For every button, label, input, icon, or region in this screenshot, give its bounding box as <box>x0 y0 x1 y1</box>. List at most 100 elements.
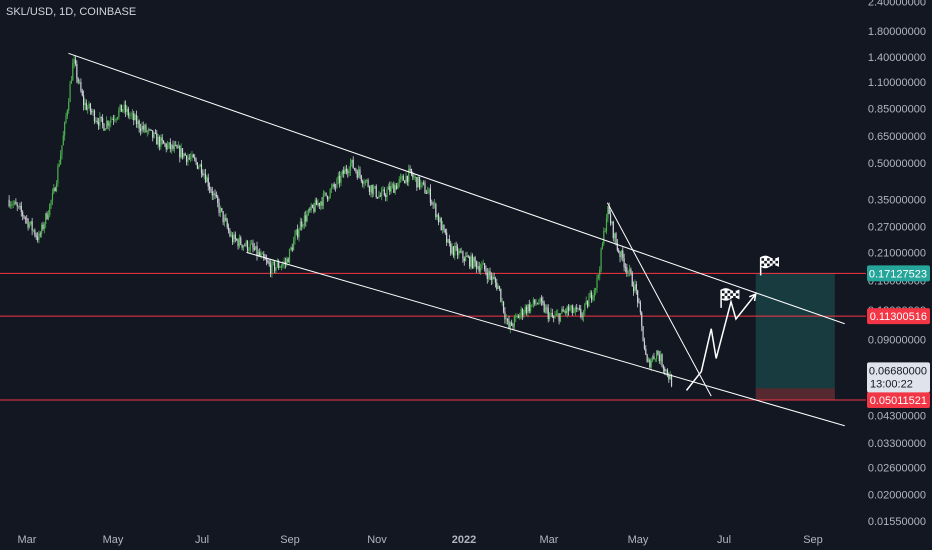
candle-body <box>207 177 209 187</box>
candle-body <box>329 189 331 198</box>
candle-body <box>118 110 120 118</box>
candle-body <box>314 200 316 212</box>
candle-body <box>233 234 235 243</box>
projection-path <box>685 293 757 391</box>
candle-body <box>660 354 662 362</box>
candle-body <box>649 359 651 368</box>
candle-body <box>208 186 211 189</box>
candle-body <box>187 157 189 163</box>
candle-body <box>294 234 296 241</box>
candle-body <box>344 168 346 174</box>
candle-body <box>256 246 258 256</box>
candle-body <box>295 229 297 235</box>
candle-body <box>616 243 618 251</box>
candle-body <box>302 225 304 227</box>
candle-body <box>479 268 482 272</box>
candle-body <box>428 188 430 192</box>
candle-body <box>605 218 608 232</box>
candle-body <box>45 213 47 225</box>
candle-body <box>168 142 170 145</box>
candle-body <box>130 114 132 116</box>
candle-body <box>303 215 306 226</box>
candle-body <box>171 144 173 149</box>
candle-body <box>370 185 372 192</box>
candle-body <box>19 206 21 207</box>
candle-body <box>661 354 663 367</box>
candle-body <box>494 278 497 283</box>
candle-body <box>544 307 547 312</box>
candle-body <box>666 369 669 376</box>
candle-body <box>175 145 177 147</box>
candle-body <box>282 263 284 267</box>
candle-body <box>542 300 544 304</box>
flag-icon <box>759 255 779 276</box>
candle-body <box>263 253 265 258</box>
x-axis-tick-label: Nov <box>367 534 387 546</box>
flag-check <box>772 258 776 261</box>
candle-body <box>191 154 193 158</box>
candle-body <box>26 218 28 220</box>
candle-body <box>219 208 222 213</box>
flag-check <box>764 260 767 264</box>
candle-body <box>618 250 620 253</box>
candle-body <box>540 298 543 301</box>
candle-body <box>508 320 510 329</box>
candle-body <box>432 203 434 205</box>
candle-body <box>656 350 658 359</box>
candle-body <box>379 195 381 197</box>
candle-body <box>127 108 129 116</box>
candle-body <box>69 83 71 102</box>
candle-body <box>585 300 587 304</box>
candle-body <box>91 111 93 113</box>
candle-body <box>226 220 228 228</box>
candle-body <box>573 311 575 313</box>
price-tag-bg <box>867 391 930 408</box>
x-axis: Mar May Jul Sep Nov 2022 Mar May Jul Sep <box>18 534 823 546</box>
candle-body <box>459 251 461 253</box>
candle-body <box>454 246 456 256</box>
candle-body <box>24 217 26 219</box>
candle-body <box>637 290 639 303</box>
candle-body <box>46 213 48 220</box>
candle-body <box>103 123 105 131</box>
candle-body <box>169 142 171 149</box>
y-axis-tick-label: 0.35000000 <box>868 195 926 207</box>
candle-body <box>275 267 277 271</box>
candle-body <box>604 231 606 232</box>
candle-body <box>28 224 31 228</box>
flag-check <box>724 293 728 296</box>
candle-body <box>311 205 314 208</box>
candle-body <box>543 303 545 312</box>
candle-body <box>43 224 45 230</box>
candle-body <box>297 229 299 238</box>
candle-body <box>265 259 268 261</box>
candle-body <box>439 218 441 223</box>
candle-body <box>211 191 213 196</box>
x-axis-tick-label: Jul <box>195 534 209 546</box>
price-tag-label: 0.05011521 <box>870 395 927 407</box>
candle-body <box>405 175 407 184</box>
candle-body <box>375 186 377 198</box>
candle-body <box>561 309 563 314</box>
candle-body <box>210 188 212 192</box>
candle-body <box>550 312 552 314</box>
candle-body <box>152 130 154 138</box>
candle-body <box>580 309 582 316</box>
flag-check <box>775 260 779 264</box>
position-loss-zone <box>755 388 835 400</box>
candle-body <box>420 183 422 188</box>
candle-body <box>504 311 506 320</box>
candle-body <box>351 159 353 163</box>
candle-body <box>665 369 667 372</box>
candle-body <box>520 309 522 315</box>
candle-body <box>78 82 81 83</box>
candle-body <box>486 272 488 279</box>
candle-body <box>441 224 444 231</box>
candle-body <box>154 132 157 134</box>
candle-body <box>213 193 215 196</box>
candle-body <box>538 303 540 305</box>
candle-body <box>34 230 36 236</box>
trendline-channel-upper <box>68 52 845 325</box>
candle-body <box>271 262 273 274</box>
